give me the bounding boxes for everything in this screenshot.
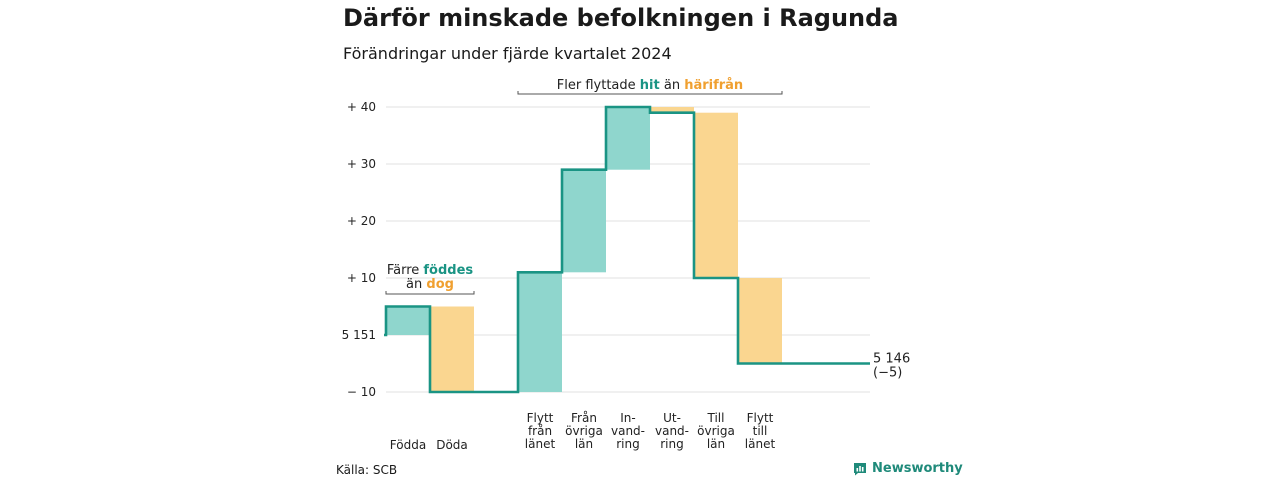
annotation-fragment: föddes [423, 263, 473, 278]
waterfall-bar [562, 169, 606, 273]
annotation-fragment: dog [426, 277, 454, 292]
category-label: län [707, 437, 725, 451]
category-label: till [753, 424, 768, 438]
y-tick-label: − 10 [347, 385, 376, 399]
category-label: län [575, 437, 593, 451]
category-label: ring [660, 437, 684, 451]
category-label: länet [745, 437, 776, 451]
newsworthy-icon [854, 462, 866, 475]
chart-subtitle: Förändringar under fjärde kvartalet 2024 [343, 44, 672, 63]
category-label: övriga [565, 424, 603, 438]
chart-title: Därför minskade befolkningen i Ragunda [343, 4, 899, 32]
waterfall-bar [518, 272, 562, 392]
annotation-text: Färre föddes [387, 263, 474, 278]
category-label: ring [616, 437, 640, 451]
waterfall-bar [430, 306, 474, 392]
y-tick-label: 5 151 [342, 328, 376, 342]
annotation-fragment: hit [640, 78, 660, 93]
annotation-fragment: än [660, 78, 684, 93]
annotation-fragment: än [406, 277, 426, 292]
annotation-text: än dog [406, 277, 454, 292]
category-label: Ut- [663, 411, 681, 425]
waterfall-bar [606, 107, 650, 170]
category-label: Från [571, 411, 597, 425]
category-label: vand- [611, 424, 645, 438]
waterfall-bar [694, 112, 738, 278]
category-label: Födda [390, 438, 426, 452]
y-tick-label: + 40 [347, 100, 376, 114]
category-label: Döda [436, 438, 468, 452]
annotation-fragment: härifrån [684, 78, 743, 93]
category-label: Till [707, 411, 725, 425]
category-label: övriga [697, 424, 735, 438]
annotation-text: Fler flyttade hit än härifrån [557, 78, 743, 93]
waterfall-bar [738, 278, 782, 364]
brand-logo: Newsworthy [853, 461, 963, 476]
brand-name: Newsworthy [872, 461, 963, 476]
category-label: Flytt [527, 411, 554, 425]
y-tick-label: + 30 [347, 157, 376, 171]
category-label: Flytt [747, 411, 774, 425]
annotation-bracket [517, 91, 783, 95]
category-label: In- [620, 411, 635, 425]
y-tick-label: + 20 [347, 214, 376, 228]
source-note: Källa: SCB [336, 463, 398, 477]
waterfall-bar [386, 306, 430, 335]
category-label: vand- [655, 424, 689, 438]
end-value-label: (−5) [873, 366, 902, 381]
annotation-fragment: Färre [387, 263, 424, 278]
annotation-fragment: Fler flyttade [557, 78, 640, 93]
category-label: från [528, 424, 552, 438]
category-label: länet [525, 437, 556, 451]
end-value-label: 5 146 [873, 352, 910, 367]
waterfall-bar [650, 107, 694, 113]
y-tick-label: + 10 [347, 271, 376, 285]
annotation-bracket [385, 291, 475, 295]
cumulative-step-line [384, 105, 870, 394]
